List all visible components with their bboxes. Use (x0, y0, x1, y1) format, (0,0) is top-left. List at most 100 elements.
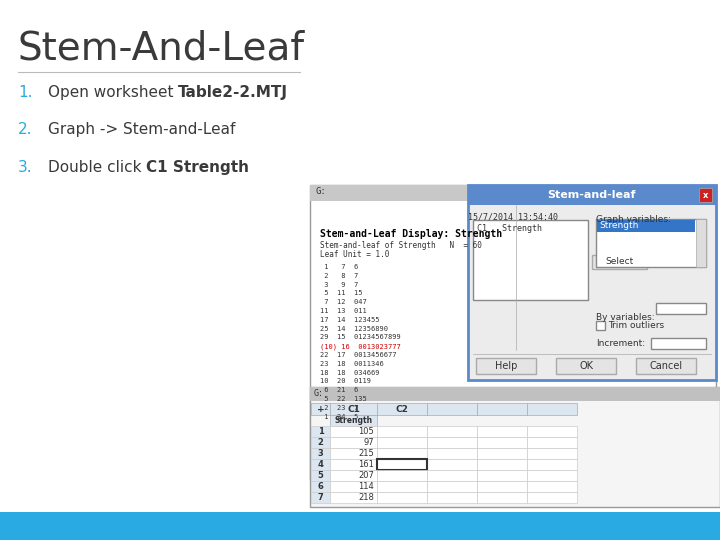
Text: Double click: Double click (48, 160, 146, 175)
Text: C1   Strength: C1 Strength (477, 224, 542, 233)
Text: (10) 16  0013023777: (10) 16 0013023777 (320, 343, 401, 350)
Bar (427, 492, 477, 503)
Bar (699, 188, 712, 202)
Bar (377, 481, 427, 492)
Text: 15/7/2014 13:54:40: 15/7/2014 13:54:40 (468, 213, 558, 222)
Bar (330, 426, 377, 437)
Bar (377, 437, 427, 448)
Bar (427, 426, 477, 437)
Text: Help: Help (495, 361, 517, 371)
Text: 1.: 1. (18, 85, 32, 100)
Text: 18  18  034669: 18 18 034669 (320, 369, 379, 376)
Bar (330, 459, 377, 470)
Bar (377, 448, 427, 459)
Bar (311, 448, 330, 459)
Text: 22  17  0013456677: 22 17 0013456677 (320, 352, 397, 358)
Bar (527, 403, 577, 415)
Bar (330, 448, 377, 459)
Text: 215: 215 (359, 449, 374, 458)
Text: Graph -> Stem-and-Leaf: Graph -> Stem-and-Leaf (48, 122, 235, 137)
Bar (477, 481, 527, 492)
Bar (377, 459, 427, 470)
Bar (311, 481, 330, 492)
Bar (656, 303, 706, 314)
Text: 25  14  12356890: 25 14 12356890 (320, 326, 388, 332)
Bar (556, 358, 616, 374)
Text: 114: 114 (359, 482, 374, 491)
Text: 2.: 2. (18, 122, 32, 137)
Text: 17  14  123455: 17 14 123455 (320, 317, 379, 323)
Text: Leaf Unit = 1.0: Leaf Unit = 1.0 (320, 250, 390, 259)
Bar (597, 220, 695, 232)
Text: 105: 105 (359, 427, 374, 436)
Bar (596, 219, 706, 267)
Text: 5  11  15: 5 11 15 (320, 291, 362, 296)
Text: Open worksheet: Open worksheet (48, 85, 179, 100)
Bar (377, 470, 427, 481)
Bar (311, 437, 330, 448)
Text: 207: 207 (358, 471, 374, 480)
Text: C2: C2 (395, 404, 408, 414)
Bar (527, 426, 577, 437)
Bar (377, 459, 427, 470)
Bar (696, 219, 706, 267)
Bar (311, 403, 330, 415)
Text: Cancel: Cancel (649, 361, 683, 371)
Bar (330, 481, 377, 492)
Bar (477, 459, 527, 470)
Bar (427, 437, 477, 448)
Text: 7  12  047: 7 12 047 (320, 299, 366, 305)
Bar (377, 426, 427, 437)
Bar (527, 437, 577, 448)
Bar (311, 470, 330, 481)
Bar (311, 426, 330, 437)
Text: 5: 5 (318, 471, 323, 480)
Bar (311, 492, 330, 503)
Text: 97: 97 (364, 438, 374, 447)
Bar (310, 185, 716, 201)
Bar (592, 255, 647, 269)
Bar (310, 185, 716, 480)
Bar (468, 185, 716, 205)
Text: 3: 3 (318, 449, 323, 458)
Text: C1: C1 (347, 404, 360, 414)
Text: G:: G: (314, 389, 324, 398)
Text: 2: 2 (318, 438, 323, 447)
Text: Increment:: Increment: (596, 340, 645, 348)
Text: 4: 4 (318, 460, 323, 469)
Text: 2   8  7: 2 8 7 (320, 273, 359, 279)
Bar (468, 185, 716, 380)
Text: 7: 7 (318, 493, 323, 502)
Bar (377, 492, 427, 503)
Bar (473, 220, 588, 300)
Text: By variables:: By variables: (596, 313, 654, 322)
Bar (427, 403, 477, 415)
Bar (527, 448, 577, 459)
Text: OK: OK (579, 361, 593, 371)
Text: 1   7  6: 1 7 6 (320, 264, 359, 270)
Text: 3   9  7: 3 9 7 (320, 281, 359, 288)
Bar (596, 321, 605, 330)
Bar (477, 437, 527, 448)
Text: 10  20  0119: 10 20 0119 (320, 379, 371, 384)
Text: 11  13  011: 11 13 011 (320, 308, 366, 314)
Bar (427, 470, 477, 481)
Bar (477, 492, 527, 503)
Bar (477, 470, 527, 481)
Bar (477, 448, 527, 459)
Bar (527, 481, 577, 492)
Bar (527, 470, 577, 481)
Bar (330, 437, 377, 448)
Text: 6  21  6: 6 21 6 (320, 387, 359, 393)
Bar (527, 492, 577, 503)
Text: 2  23  7: 2 23 7 (320, 405, 359, 411)
Text: Trim outliers: Trim outliers (608, 321, 664, 330)
Text: x: x (703, 191, 708, 199)
Bar (330, 415, 377, 426)
Text: 23  18  0011346: 23 18 0011346 (320, 361, 384, 367)
Text: 6: 6 (318, 482, 323, 491)
Bar (427, 459, 477, 470)
Bar (310, 387, 720, 401)
Bar (330, 470, 377, 481)
Text: Stem-and-leaf of Strength   N  = 60: Stem-and-leaf of Strength N = 60 (320, 241, 482, 250)
